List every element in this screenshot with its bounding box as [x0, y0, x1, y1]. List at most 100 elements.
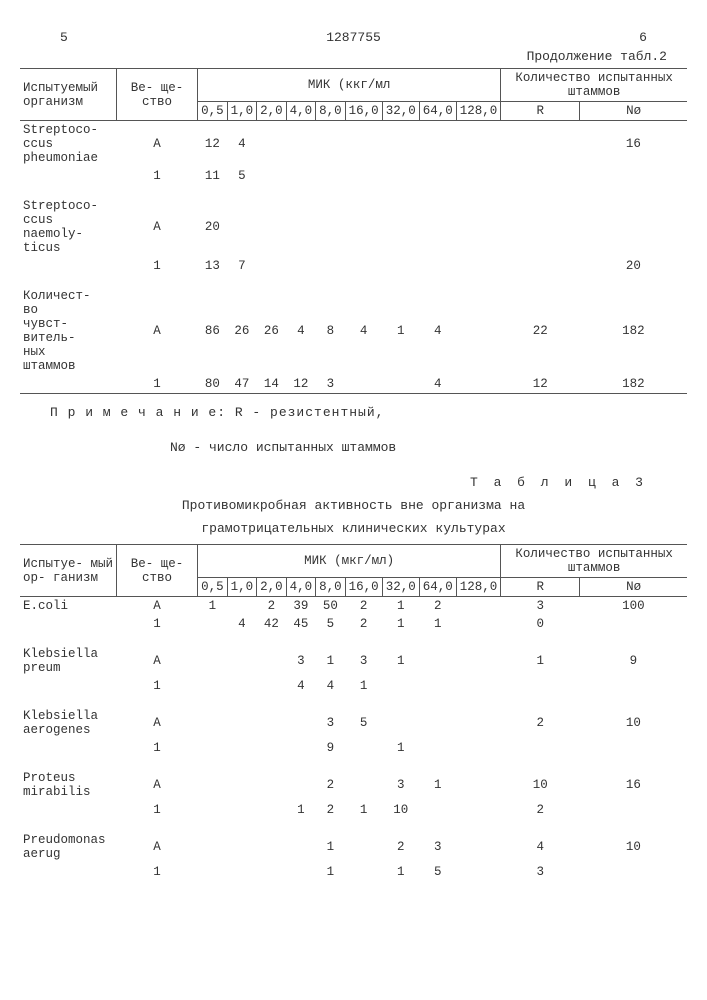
t2-c4: 8,0 — [316, 102, 346, 121]
doc-number: 1287755 — [326, 30, 381, 45]
r-cell — [501, 167, 580, 185]
data-cell — [456, 257, 501, 275]
data-cell — [345, 739, 382, 757]
t3-c2: 2,0 — [257, 578, 287, 597]
data-cell — [456, 633, 501, 677]
data-cell — [257, 757, 287, 801]
r-cell — [501, 121, 580, 168]
data-cell: 2 — [345, 597, 382, 616]
data-cell — [257, 677, 287, 695]
organism-cell: Proteusmirabilis — [20, 757, 117, 801]
data-cell: 5 — [316, 615, 346, 633]
data-cell — [227, 695, 257, 739]
data-cell: 2 — [257, 597, 287, 616]
data-cell — [316, 257, 346, 275]
data-cell — [456, 185, 501, 257]
data-cell — [456, 597, 501, 616]
data-cell — [382, 167, 419, 185]
data-cell — [257, 121, 287, 168]
organism-cell: Количест-вочувст-витель-ныхштаммов — [20, 275, 117, 375]
data-cell: 1 — [316, 863, 346, 881]
data-cell — [257, 863, 287, 881]
n-cell: 16 — [580, 757, 687, 801]
t2-c6: 32,0 — [382, 102, 419, 121]
substance-cell: 1 — [117, 863, 198, 881]
n-cell: 16 — [580, 121, 687, 168]
data-cell — [345, 257, 382, 275]
data-cell: 3 — [419, 819, 456, 863]
data-cell — [286, 257, 316, 275]
data-cell — [316, 167, 346, 185]
table-row: E.coliA1239502123100 — [20, 597, 687, 616]
t2-h-org: Испытуемый организм — [20, 69, 117, 121]
data-cell — [286, 739, 316, 757]
data-cell — [345, 185, 382, 257]
n-cell: 10 — [580, 819, 687, 863]
t2-c5: 16,0 — [345, 102, 382, 121]
substance-cell: A — [117, 633, 198, 677]
t2-c0: 0,5 — [198, 102, 228, 121]
data-cell — [345, 819, 382, 863]
data-cell: 20 — [198, 185, 228, 257]
substance-cell: 1 — [117, 375, 198, 394]
n-cell — [580, 739, 687, 757]
data-cell — [257, 801, 287, 819]
data-cell: 5 — [419, 863, 456, 881]
data-cell — [286, 757, 316, 801]
data-cell — [198, 695, 228, 739]
data-cell — [382, 375, 419, 394]
data-cell — [286, 121, 316, 168]
organism-cell — [20, 375, 117, 394]
table3-desc1: Противомикробная активность вне организм… — [60, 498, 647, 513]
data-cell — [382, 677, 419, 695]
n-cell — [580, 677, 687, 695]
data-cell: 12 — [286, 375, 316, 394]
data-cell: 1 — [382, 863, 419, 881]
substance-cell: 1 — [117, 739, 198, 757]
data-cell: 4 — [227, 615, 257, 633]
substance-cell: A — [117, 695, 198, 739]
table-row: 191 — [20, 739, 687, 757]
data-cell: 4 — [286, 275, 316, 375]
data-cell — [257, 819, 287, 863]
data-cell — [419, 739, 456, 757]
data-cell — [257, 739, 287, 757]
data-cell: 2 — [382, 819, 419, 863]
substance-cell: A — [117, 757, 198, 801]
data-cell: 1 — [382, 739, 419, 757]
n-cell: 182 — [580, 375, 687, 394]
data-cell: 26 — [227, 275, 257, 375]
data-cell: 1 — [419, 615, 456, 633]
data-cell — [382, 121, 419, 168]
data-cell — [227, 757, 257, 801]
data-cell — [456, 819, 501, 863]
data-cell — [345, 863, 382, 881]
data-cell — [227, 819, 257, 863]
t2-c3: 4,0 — [286, 102, 316, 121]
data-cell — [456, 739, 501, 757]
data-cell — [227, 863, 257, 881]
data-cell — [198, 739, 228, 757]
r-cell — [501, 677, 580, 695]
t3-c4: 8,0 — [316, 578, 346, 597]
data-cell: 14 — [257, 375, 287, 394]
data-cell: 42 — [257, 615, 287, 633]
organism-cell — [20, 257, 117, 275]
substance-cell: 1 — [117, 801, 198, 819]
t3-c0: 0,5 — [198, 578, 228, 597]
n-cell — [580, 185, 687, 257]
data-cell: 1 — [198, 597, 228, 616]
data-cell: 4 — [419, 275, 456, 375]
data-cell — [456, 695, 501, 739]
table-row: KlebsiellaaerogenesA35210 — [20, 695, 687, 739]
data-cell — [419, 695, 456, 739]
t2-c8: 128,0 — [456, 102, 501, 121]
t3-c7: 64,0 — [419, 578, 456, 597]
data-cell — [198, 677, 228, 695]
data-cell — [382, 257, 419, 275]
note-line1: П р и м е ч а н и е: R - резистентный, — [50, 405, 687, 420]
data-cell: 10 — [382, 801, 419, 819]
data-cell — [456, 375, 501, 394]
data-cell — [227, 739, 257, 757]
t2-c1: 1,0 — [227, 102, 257, 121]
